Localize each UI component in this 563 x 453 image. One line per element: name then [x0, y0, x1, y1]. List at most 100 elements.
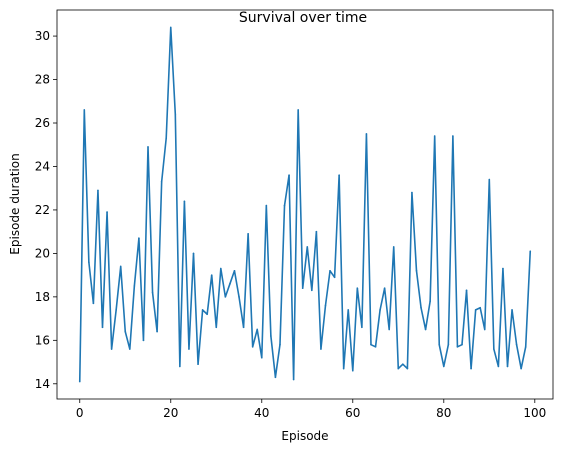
data-point — [188, 348, 190, 350]
y-tick-label: 26 — [35, 116, 50, 130]
data-point — [306, 246, 308, 248]
data-point — [466, 290, 468, 292]
data-point — [361, 326, 363, 328]
data-point — [407, 368, 409, 370]
data-point — [425, 329, 427, 331]
data-point — [143, 340, 145, 342]
data-point — [152, 292, 154, 294]
data-point — [243, 326, 245, 328]
y-tick-label: 20 — [35, 246, 50, 260]
data-point — [525, 346, 527, 348]
x-tick-label: 0 — [76, 406, 84, 420]
chart-title: Survival over time — [239, 10, 367, 26]
data-point — [79, 381, 81, 383]
data-point — [325, 305, 327, 307]
data-point — [288, 174, 290, 176]
data-point — [470, 368, 472, 370]
y-axis-label: Episode duration — [8, 153, 22, 254]
data-point — [402, 363, 404, 365]
data-point — [252, 346, 254, 348]
data-point — [106, 211, 108, 213]
series-layer — [79, 27, 531, 383]
series-line — [80, 27, 531, 381]
data-point — [147, 146, 149, 148]
y-tick-label: 16 — [35, 333, 50, 347]
data-point — [520, 368, 522, 370]
data-point — [170, 27, 172, 29]
data-point — [329, 270, 331, 272]
data-point — [475, 309, 477, 311]
data-point — [452, 135, 454, 137]
data-point — [311, 290, 313, 292]
x-tick-label: 40 — [254, 406, 269, 420]
data-point — [498, 366, 500, 368]
data-point — [511, 309, 513, 311]
data-point — [102, 326, 104, 328]
data-point — [397, 368, 399, 370]
data-point — [357, 287, 359, 289]
data-point — [184, 200, 186, 202]
data-point — [206, 313, 208, 315]
plot-area — [57, 10, 553, 399]
data-point — [479, 307, 481, 309]
data-point — [84, 109, 86, 111]
data-point — [215, 326, 217, 328]
data-point — [488, 179, 490, 181]
data-point — [379, 309, 381, 311]
data-point — [115, 309, 117, 311]
x-tick-label: 80 — [436, 406, 451, 420]
data-point — [461, 344, 463, 346]
y-tick-label: 18 — [35, 290, 50, 304]
data-point — [247, 233, 249, 235]
data-point — [334, 277, 336, 279]
x-axis-label: Episode — [281, 429, 328, 443]
data-point — [434, 135, 436, 137]
data-point — [138, 237, 140, 239]
data-point — [302, 287, 304, 289]
y-tick-label: 14 — [35, 377, 50, 391]
data-point — [234, 270, 236, 272]
data-point — [266, 205, 268, 207]
data-point — [111, 348, 113, 350]
data-point — [161, 181, 163, 183]
data-point — [316, 231, 318, 233]
data-point — [238, 296, 240, 298]
data-point — [493, 348, 495, 350]
data-point — [97, 190, 99, 192]
data-point — [347, 309, 349, 311]
data-point — [156, 331, 158, 333]
data-point — [416, 270, 418, 272]
data-point — [393, 246, 395, 248]
data-point — [275, 376, 277, 378]
data-point — [88, 261, 90, 263]
data-point — [457, 346, 459, 348]
data-point — [225, 296, 227, 298]
y-tick-label: 30 — [35, 29, 50, 43]
y-axis: 14 16 18 20 22 24 26 28 30 — [35, 29, 57, 391]
data-point — [211, 274, 213, 276]
plot-frame — [57, 10, 553, 399]
data-point — [484, 329, 486, 331]
data-point — [388, 329, 390, 331]
data-point — [175, 114, 177, 116]
y-tick-label: 24 — [35, 159, 50, 173]
data-point — [134, 285, 136, 287]
data-point — [343, 368, 345, 370]
x-axis: 0 20 40 60 80 100 — [76, 399, 546, 420]
x-tick-label: 20 — [163, 406, 178, 420]
data-point — [438, 344, 440, 346]
data-point — [384, 287, 386, 289]
data-point — [220, 268, 222, 270]
data-point — [429, 300, 431, 302]
data-point — [352, 370, 354, 372]
data-point — [93, 303, 95, 305]
data-point — [420, 307, 422, 309]
data-point — [165, 137, 167, 139]
x-tick-label: 60 — [345, 406, 360, 420]
y-tick-label: 22 — [35, 203, 50, 217]
data-point — [448, 344, 450, 346]
data-point — [411, 192, 413, 194]
data-point — [120, 266, 122, 268]
data-point — [197, 363, 199, 365]
